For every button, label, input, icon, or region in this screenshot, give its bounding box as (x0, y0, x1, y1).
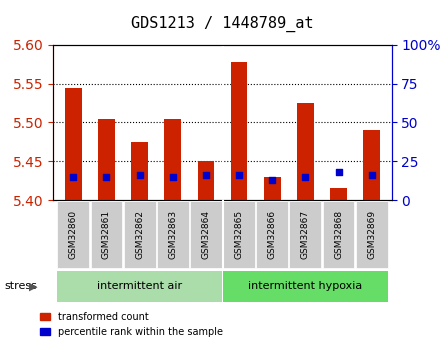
Text: GSM32865: GSM32865 (235, 210, 243, 259)
Text: GSM32864: GSM32864 (202, 210, 210, 259)
Text: GSM32860: GSM32860 (69, 210, 78, 259)
Point (235, 172, 243, 178)
FancyBboxPatch shape (323, 201, 355, 268)
FancyBboxPatch shape (256, 201, 288, 268)
FancyBboxPatch shape (57, 201, 89, 268)
Bar (65, 88, 81, 200)
Text: stress: stress (4, 282, 37, 291)
FancyBboxPatch shape (190, 201, 222, 268)
Text: GSM32863: GSM32863 (168, 210, 177, 259)
Bar (231, 62, 247, 200)
FancyBboxPatch shape (356, 201, 388, 268)
Text: GSM32862: GSM32862 (135, 210, 144, 259)
Bar (297, 103, 314, 200)
Bar (165, 119, 181, 200)
Text: GSM32868: GSM32868 (334, 210, 343, 259)
Text: GDS1213 / 1448789_at: GDS1213 / 1448789_at (131, 16, 314, 32)
Bar (264, 177, 280, 200)
Text: intermittent hypoxia: intermittent hypoxia (248, 282, 363, 291)
Text: ▶: ▶ (29, 282, 37, 291)
Point (202, 172, 210, 178)
Text: GSM32867: GSM32867 (301, 210, 310, 259)
Bar (364, 130, 380, 200)
Bar (198, 161, 214, 200)
Text: intermittent air: intermittent air (97, 282, 182, 291)
Point (335, 169, 342, 175)
FancyBboxPatch shape (90, 201, 122, 268)
FancyBboxPatch shape (124, 201, 155, 268)
Point (269, 177, 276, 183)
Bar (98, 119, 115, 200)
Bar (330, 188, 347, 200)
FancyBboxPatch shape (223, 271, 388, 302)
Point (136, 172, 143, 178)
Point (169, 174, 176, 179)
Legend: transformed count, percentile rank within the sample: transformed count, percentile rank withi… (40, 312, 223, 337)
FancyBboxPatch shape (57, 271, 222, 302)
Point (70, 174, 77, 179)
Bar (131, 142, 148, 200)
FancyBboxPatch shape (223, 201, 255, 268)
Point (368, 172, 375, 178)
FancyBboxPatch shape (290, 201, 321, 268)
Point (103, 174, 110, 179)
FancyBboxPatch shape (157, 201, 189, 268)
Text: GSM32869: GSM32869 (367, 210, 376, 259)
Point (302, 174, 309, 179)
Text: GSM32866: GSM32866 (268, 210, 277, 259)
Text: GSM32861: GSM32861 (102, 210, 111, 259)
